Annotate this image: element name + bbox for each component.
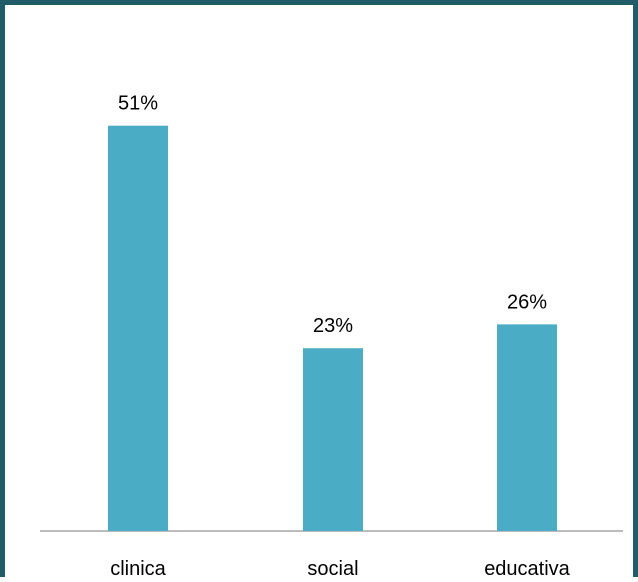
data-label-educativa: 26% [507, 291, 547, 313]
bar-educativa [497, 324, 557, 531]
bar-clinica [108, 126, 168, 531]
bar-chart: 51%23%26% clinica social educativa [5, 5, 633, 582]
data-label-clinica: 51% [118, 93, 158, 115]
data-label-social: 23% [313, 315, 353, 337]
bar-social [303, 348, 363, 531]
value-labels-layer: 51% 23% 26% [118, 93, 547, 338]
